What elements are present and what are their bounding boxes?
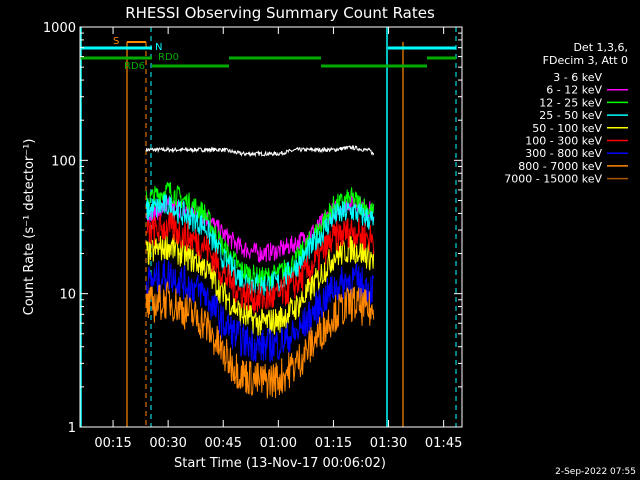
legend-label: 800 - 7000 keV <box>518 160 602 173</box>
x-tick-label: 01:00 <box>260 436 297 451</box>
y-axis-label: Count Rate (s⁻¹ detector⁻¹) <box>22 139 37 316</box>
y-tick-label: 1 <box>68 421 76 436</box>
y-tick-label: 1000 <box>43 21 76 36</box>
flag-label-rd0: RD0 <box>158 52 179 63</box>
y-tick-label: 10 <box>59 288 76 303</box>
legend-label: 3 - 6 keV <box>553 71 602 84</box>
legend-label: 7000 - 15000 keV <box>504 173 602 186</box>
x-tick-label: 01:15 <box>315 436 352 451</box>
chart-title: RHESSI Observing Summary Count Rates <box>125 4 435 22</box>
legend-label: 50 - 100 keV <box>532 122 602 135</box>
footer-date: 2-Sep-2022 07:55 <box>555 467 636 477</box>
x-tick-label: 00:15 <box>94 436 131 451</box>
y-tick-label: 100 <box>51 154 76 169</box>
flag-label-n: N <box>155 42 162 53</box>
legend-label: 300 - 800 keV <box>525 147 602 160</box>
x-tick-label: 00:45 <box>205 436 242 451</box>
x-axis-ticks: 00:15 00:30 00:45 01:00 01:15 01:30 01:45 <box>94 27 462 451</box>
x-tick-label: 01:45 <box>425 436 462 451</box>
series-line <box>145 212 375 314</box>
legend-label: 12 - 25 keV <box>539 96 602 109</box>
flag-label-rd6: RD6 <box>124 61 145 72</box>
legend-label: 6 - 12 keV <box>546 84 602 97</box>
legend-label: 100 - 300 keV <box>525 135 602 148</box>
y-axis-ticks: 1 10 100 1000 <box>43 21 462 436</box>
legend-header-fdecim: FDecim 3, Att 0 <box>543 54 628 67</box>
legend-header-det: Det 1,3,6, <box>573 41 628 54</box>
flag-label-s: S <box>113 36 119 47</box>
series-line <box>145 145 375 158</box>
series-line <box>145 194 375 297</box>
legend-label: 25 - 50 keV <box>539 109 602 122</box>
x-axis-label: Start Time (13-Nov-17 00:06:02) <box>174 456 386 471</box>
series-line <box>145 259 375 363</box>
x-tick-label: 00:30 <box>149 436 186 451</box>
x-tick-label: 01:30 <box>370 436 407 451</box>
series-line <box>145 281 375 399</box>
plot-frame <box>79 26 463 428</box>
